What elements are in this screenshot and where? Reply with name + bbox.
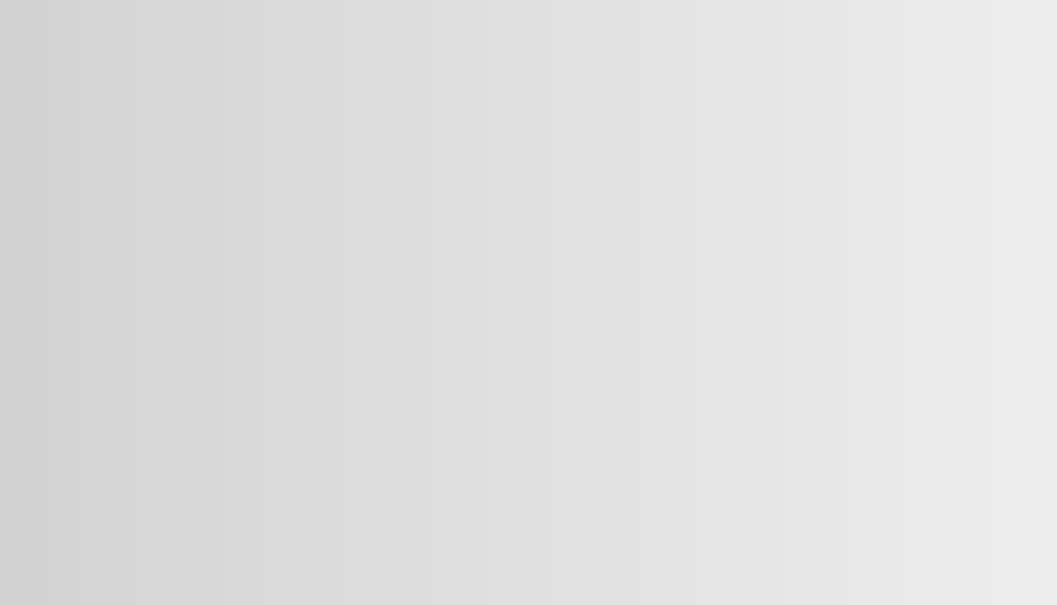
- Text: The voltage source in FIGURE 6.3 has an output of $V_{\mathrm{rms}}$= 100 V at $: The voltage source in FIGURE 6.3 has an …: [198, 304, 847, 325]
- Text: L: L: [487, 152, 497, 167]
- Text: the current in the circuit: the current in the circuit: [253, 364, 444, 378]
- Text: V: V: [522, 252, 533, 266]
- Text: a): a): [214, 364, 228, 378]
- Text: 10: 10: [924, 253, 945, 270]
- Text: 50.0 μF: 50.0 μF: [526, 112, 578, 125]
- Text: the average power of the circuit: the average power of the circuit: [253, 389, 501, 403]
- Text: b): b): [214, 389, 229, 403]
- Text: the power supplied by the source: the power supplied by the source: [253, 414, 511, 428]
- Text: 1: 1: [924, 462, 934, 479]
- Text: R: R: [410, 152, 421, 167]
- Text: FIGURE 6.3: FIGURE 6.3: [472, 270, 582, 287]
- Text: c): c): [214, 414, 228, 428]
- Text: 40.0 Ω: 40.0 Ω: [393, 112, 438, 125]
- Text: Determine: Determine: [198, 330, 280, 345]
- Text: 50.0 mH: 50.0 mH: [463, 112, 521, 125]
- Text: 9.: 9.: [924, 138, 940, 155]
- Text: 16.: 16.: [156, 86, 183, 103]
- Text: C: C: [546, 152, 557, 167]
